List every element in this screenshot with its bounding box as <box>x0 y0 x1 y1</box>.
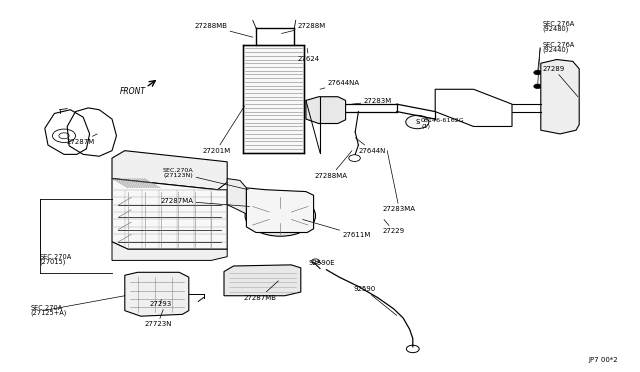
Polygon shape <box>112 151 227 190</box>
Text: 27283M: 27283M <box>352 98 392 104</box>
Text: 27288M: 27288M <box>282 23 326 33</box>
Circle shape <box>406 345 419 353</box>
Circle shape <box>245 195 316 236</box>
Polygon shape <box>246 188 314 232</box>
Text: 27289: 27289 <box>543 66 578 97</box>
Text: 27293: 27293 <box>149 299 172 307</box>
Text: JP7 00*2: JP7 00*2 <box>588 357 618 363</box>
Circle shape <box>547 89 573 104</box>
Circle shape <box>534 84 541 89</box>
Circle shape <box>312 259 319 263</box>
Text: (27125+A): (27125+A) <box>31 310 67 316</box>
Circle shape <box>268 208 293 223</box>
Text: 27288MA: 27288MA <box>315 151 352 179</box>
Text: 27283MA: 27283MA <box>383 151 416 212</box>
Polygon shape <box>541 60 579 134</box>
Text: 27611M: 27611M <box>303 219 371 238</box>
Text: SEC.276A: SEC.276A <box>543 21 575 27</box>
Text: 08146-6162G
(1): 08146-6162G (1) <box>417 118 465 129</box>
Text: (92480): (92480) <box>543 26 569 32</box>
Text: 92590: 92590 <box>353 286 397 315</box>
Text: 27644N: 27644N <box>355 138 386 154</box>
Polygon shape <box>125 272 189 316</box>
Text: (92440): (92440) <box>543 47 569 54</box>
Polygon shape <box>243 45 304 153</box>
Circle shape <box>328 108 340 115</box>
Text: SEC.276A: SEC.276A <box>543 42 575 48</box>
Text: (27015): (27015) <box>40 258 66 265</box>
Text: 27201M: 27201M <box>202 106 244 154</box>
Text: FRONT: FRONT <box>120 87 146 96</box>
Polygon shape <box>112 242 227 260</box>
Text: SEC.270A: SEC.270A <box>31 305 63 311</box>
Circle shape <box>406 115 429 129</box>
Text: SEC.270A
(27123N): SEC.270A (27123N) <box>163 167 248 190</box>
Text: 92590E: 92590E <box>308 260 335 266</box>
Text: S: S <box>415 119 419 125</box>
Text: 27288MB: 27288MB <box>194 23 253 37</box>
Text: 27287MB: 27287MB <box>243 281 278 301</box>
Circle shape <box>349 155 360 161</box>
Polygon shape <box>227 179 246 214</box>
Text: 27287MA: 27287MA <box>160 198 250 206</box>
Circle shape <box>534 70 541 75</box>
Polygon shape <box>224 265 301 296</box>
Text: 27229: 27229 <box>383 219 405 234</box>
Polygon shape <box>112 179 227 249</box>
Text: 27287M: 27287M <box>67 134 97 145</box>
Text: SEC.270A: SEC.270A <box>40 254 72 260</box>
Polygon shape <box>306 97 346 124</box>
Text: 27723N: 27723N <box>144 310 172 327</box>
Text: 27624: 27624 <box>298 48 320 62</box>
Circle shape <box>310 108 323 115</box>
Text: 27644NA: 27644NA <box>320 80 360 89</box>
